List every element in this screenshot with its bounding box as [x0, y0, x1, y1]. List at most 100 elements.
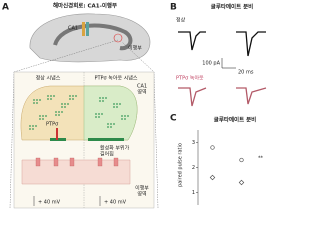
point: [239, 157, 244, 163]
label: CA1: [137, 84, 147, 90]
vesicle: [61, 106, 63, 108]
vesicle: [113, 103, 115, 105]
vesicle: [113, 123, 115, 125]
vesicle: [61, 103, 63, 105]
active-zone-long: [88, 138, 124, 141]
vesicle: [47, 95, 49, 97]
panel-label: B: [170, 3, 177, 13]
vesicle: [127, 115, 129, 117]
vesicle: [107, 126, 109, 128]
vesicle: [53, 95, 55, 97]
label: PTPσ: [46, 122, 59, 128]
vesicle: [102, 97, 104, 99]
ptp: [56, 128, 58, 140]
hippocampus: [53, 23, 133, 51]
point: [209, 174, 216, 181]
trace: [236, 87, 267, 105]
postsynaptic: [21, 159, 131, 185]
label: 영역: [137, 191, 146, 198]
vesicle: [50, 98, 52, 100]
vesicle: [39, 99, 41, 101]
vesicle: [55, 114, 57, 116]
vesicle: [116, 106, 118, 108]
panel-title: 해마신경회로: CA1-이행부: [53, 2, 117, 10]
vesicle: [29, 125, 31, 127]
vesicle: [107, 123, 109, 125]
vesicle: [124, 115, 126, 117]
label: 정상 시냅스: [36, 75, 61, 82]
vesicle: [42, 118, 44, 120]
vesicle: [47, 98, 49, 100]
panel-label: C: [170, 114, 177, 124]
trace: [178, 31, 206, 51]
label: + 40 mV: [38, 200, 61, 206]
label: + 40 mV: [104, 200, 127, 206]
scale-label: 20 ms: [238, 70, 254, 76]
vesicle: [69, 98, 71, 100]
vesicle: [75, 95, 77, 97]
legend: PTPσ 녹아웃: [176, 75, 204, 82]
vesicle: [95, 116, 97, 118]
vesicle: [42, 115, 44, 117]
vesicle: [119, 103, 121, 105]
vesicle: [95, 113, 97, 115]
vesicle: [64, 103, 66, 105]
figure: A 해마신경회로: CA1-이행부 CA1 이행부 정상 시냅스 PTPσ 녹아…: [2, 2, 267, 209]
y-tick-label: 2: [192, 165, 195, 171]
label: 이행부: [135, 185, 149, 192]
vesicle: [72, 95, 74, 97]
vesicle: [101, 113, 103, 115]
vesicle: [67, 103, 69, 105]
label: 이행부: [128, 45, 142, 52]
vesicle: [32, 125, 34, 127]
vesicle: [110, 126, 112, 128]
vesicle: [72, 98, 74, 100]
label: 영역: [137, 89, 146, 96]
vesicle: [33, 99, 35, 101]
vesicle: [39, 118, 41, 120]
vesicle: [98, 113, 100, 115]
vesicle: [45, 115, 47, 117]
ko-terminal: [83, 85, 138, 141]
vesicle: [50, 95, 52, 97]
label: CA1: [68, 26, 78, 32]
vesicle: [55, 111, 57, 113]
y-tick-label: 3: [192, 140, 195, 146]
vesicle: [61, 111, 63, 113]
receptors: [35, 157, 119, 167]
vesicle: [36, 102, 38, 104]
vesicle: [58, 114, 60, 116]
significance: **: [258, 156, 264, 162]
vesicle: [124, 118, 126, 120]
vesicle: [105, 97, 107, 99]
vesicle: [33, 102, 35, 104]
y-tick-label: 1: [192, 190, 195, 196]
vesicle: [113, 106, 115, 108]
label: 활성화 부위가: [100, 145, 130, 152]
electrode: [82, 22, 85, 36]
point: [210, 145, 215, 150]
vesicle: [110, 123, 112, 125]
legend: 정상: [176, 17, 186, 24]
vesicle: [58, 111, 60, 113]
vesicle: [116, 103, 118, 105]
panel-title: 글루타메이트 분비: [214, 116, 256, 124]
vesicle: [99, 100, 101, 102]
vesicle: [121, 115, 123, 117]
vesicle: [39, 115, 41, 117]
point: [238, 179, 245, 186]
vesicle: [64, 106, 66, 108]
label: 길어짐: [100, 151, 114, 158]
vesicle: [98, 116, 100, 118]
trace: [236, 31, 266, 57]
y-axis-label: paired pulse ratio: [178, 143, 184, 187]
vesicle: [35, 125, 37, 127]
vesicle: [102, 100, 104, 102]
highlight: [113, 33, 123, 43]
panel-label: A: [2, 3, 9, 13]
scale-bar: [221, 58, 236, 69]
scale-label: 100 pA: [202, 61, 220, 67]
vesicle: [36, 99, 38, 101]
panel-title: 글루타메이트 분비: [211, 3, 253, 11]
vesicles: [29, 95, 129, 130]
